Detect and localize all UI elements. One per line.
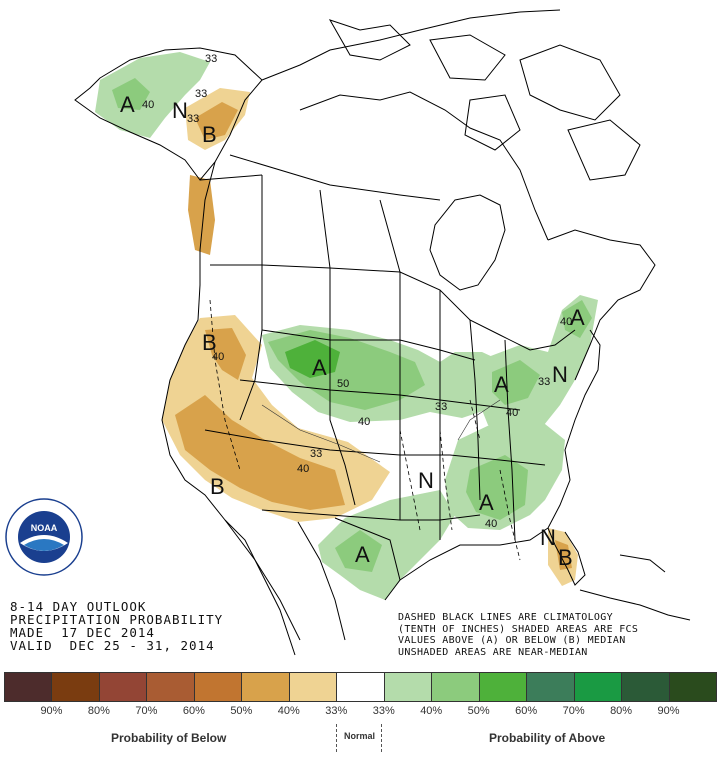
noaa-logo-icon: NOAA [5, 498, 83, 576]
legend-tick-label: 33% [372, 705, 395, 717]
contour-label: 33 [538, 376, 550, 388]
letter-normal-northeast: N [552, 362, 568, 387]
contour-label: 40 [297, 463, 309, 475]
shaded-areas [95, 52, 598, 600]
legend-above-label: Probability of Above [489, 731, 606, 745]
legend-swatch [383, 672, 433, 702]
legend-swatch [431, 672, 480, 702]
note-line: UNSHADED AREAS ARE NEAR-MEDIAN [398, 646, 588, 658]
contour-label: 40 [358, 416, 370, 428]
contour-label: 40 [212, 351, 224, 363]
contour-label: 50 [337, 378, 349, 390]
outlook-info: 8-14 DAY OUTLOOK PRECIPITATION PROBABILIT… [10, 600, 223, 652]
contour-label: 33 [310, 448, 322, 460]
letter-above-alaska: A [120, 92, 135, 117]
letter-normal-alaska: N [172, 98, 188, 123]
boundaries [74, 9, 691, 656]
contour-label: 40 [506, 407, 518, 419]
legend-divider [381, 724, 382, 752]
letter-below-florida: B [558, 545, 573, 570]
legend-color-bar [4, 672, 718, 702]
outlook-made-date: MADE 17 DEC 2014 [10, 625, 155, 640]
letter-normal-southeast: N [540, 525, 556, 550]
legend-tick-label: 40% [420, 705, 443, 717]
legend-tick-label: 80% [610, 705, 633, 717]
contour-label: 33 [187, 113, 199, 125]
contour-lines [261, 399, 501, 463]
map-letters: A N B B A A A N N B A N B A [120, 92, 585, 570]
note-line: (TENTH OF INCHES) SHADED AREAS ARE FCS [398, 623, 639, 635]
legend-normal-label: Normal [344, 731, 376, 741]
note-line: DASHED BLACK LINES ARE CLIMATOLOGY [398, 612, 613, 623]
outlook-valid-dates: VALID DEC 25 - 31, 2014 [10, 638, 215, 653]
legend-divider [336, 724, 337, 752]
legend-swatch [668, 672, 718, 702]
legend-swatch [336, 672, 385, 702]
alaska-above-area [95, 52, 210, 138]
legend-tick-label: 70% [135, 705, 158, 717]
contour-labels: 33 33 40 33 40 50 40 33 33 40 40 33 40 4… [142, 53, 572, 530]
legend-tick-label: 50% [467, 705, 490, 717]
legend-swatch [241, 672, 290, 702]
letter-above-plains: A [312, 355, 327, 380]
legend-swatch [193, 672, 243, 702]
contour-label: 40 [485, 518, 497, 530]
contour-label: 33 [205, 53, 217, 65]
legend-swatch [4, 672, 53, 702]
legend-tick-label: 33% [325, 705, 348, 717]
svg-text:NOAA: NOAA [31, 523, 58, 533]
legend-swatch [288, 672, 338, 702]
legend-tick-label: 40% [277, 705, 300, 717]
legend-swatch [98, 672, 148, 702]
letter-above-southeast: A [479, 490, 494, 515]
legend-tick-label: 60% [515, 705, 538, 717]
legend-swatch [478, 672, 528, 702]
legend-swatch [621, 672, 670, 702]
climatology-lines [209, 299, 521, 561]
legend-tick-label: 80% [87, 705, 110, 717]
letter-below-northwest: B [202, 330, 217, 355]
legend-swatch [51, 672, 100, 702]
map-notes: DASHED BLACK LINES ARE CLIMATOLOGY (TENTH… [398, 612, 638, 658]
letter-normal-central: N [418, 468, 434, 493]
letter-below-southwest: B [210, 474, 225, 499]
legend-swatch [146, 672, 195, 702]
outlook-variable: PRECIPITATION PROBABILITY [10, 612, 224, 627]
note-line: VALUES ABOVE (A) OR BELOW (B) MEDIAN [398, 635, 626, 646]
legend-tick-label: 60% [182, 705, 205, 717]
legend-tick-label: 70% [562, 705, 585, 717]
letter-below-alaska: B [202, 122, 217, 147]
contour-label: 40 [142, 99, 154, 111]
contour-label: 40 [560, 316, 572, 328]
letter-above-texas: A [355, 542, 370, 567]
legend-swatch [526, 672, 575, 702]
contour-label: 33 [195, 88, 207, 100]
letter-above-great-lakes: A [494, 372, 509, 397]
legend-tick-label: 90% [657, 705, 680, 717]
contour-label: 33 [435, 401, 447, 413]
precipitation-outlook-map: A N B B A A A N N B A N B A 33 33 40 33 … [74, 9, 691, 656]
legend-tick-label: 50% [230, 705, 253, 717]
legend-below-label: Probability of Below [111, 731, 227, 745]
legend-tick-label: 90% [40, 705, 63, 717]
outlook-title: 8-14 DAY OUTLOOK [10, 599, 147, 614]
legend-ticks: 90% 80% 70% 60% 50% 40% 33% 33% 40% 50% 60% 70% 80% 9… [28, 705, 693, 717]
letter-above-northeast: A [570, 305, 585, 330]
legend-swatch [573, 672, 623, 702]
